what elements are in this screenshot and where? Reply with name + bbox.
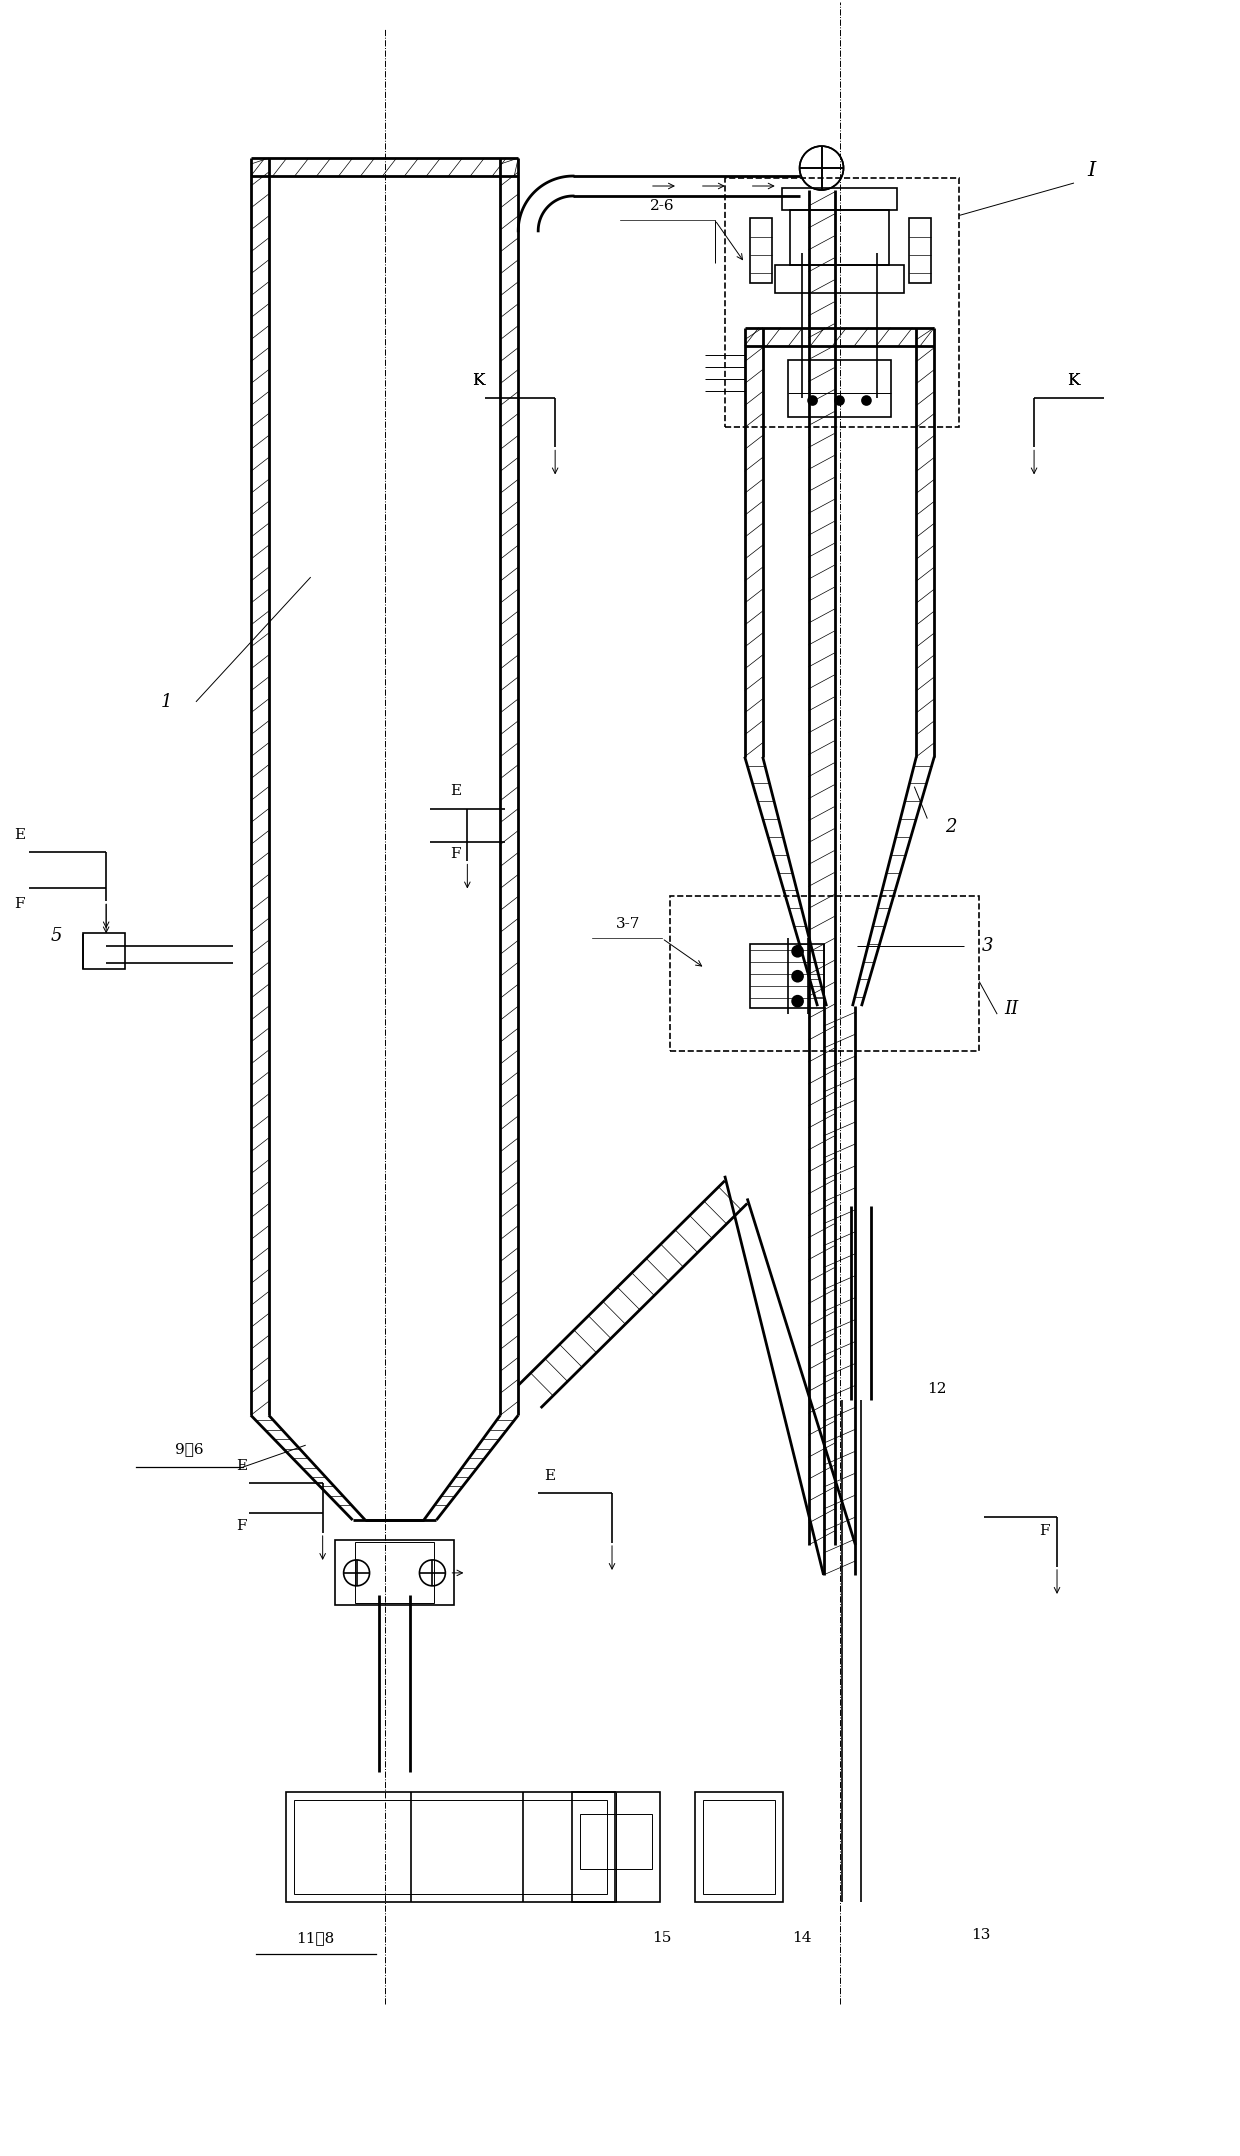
Circle shape <box>792 996 804 1007</box>
Bar <box>572 1792 660 1902</box>
Text: 15: 15 <box>652 1932 672 1945</box>
Circle shape <box>792 946 804 957</box>
Text: K: K <box>1066 371 1080 388</box>
Bar <box>335 1539 454 1604</box>
Text: F: F <box>1039 1524 1049 1537</box>
Text: K: K <box>472 371 485 388</box>
Text: 11、8: 11、8 <box>296 1932 335 1945</box>
Text: II: II <box>1004 1000 1018 1018</box>
Bar <box>285 1792 615 1902</box>
Bar <box>787 360 892 418</box>
Circle shape <box>792 970 804 981</box>
Text: E: E <box>236 1460 247 1473</box>
Text: 13: 13 <box>971 1927 991 1943</box>
Bar <box>355 1542 434 1602</box>
Bar <box>909 218 931 282</box>
Text: 3-7: 3-7 <box>616 916 640 931</box>
Bar <box>775 265 904 293</box>
Text: I: I <box>1086 162 1095 179</box>
Text: 12: 12 <box>928 1382 947 1397</box>
Text: E: E <box>544 1468 556 1483</box>
Text: 14: 14 <box>792 1932 811 1945</box>
Text: 2-6: 2-6 <box>650 198 675 213</box>
Text: 5: 5 <box>51 927 62 944</box>
Bar <box>750 944 823 1009</box>
Text: 9、6: 9、6 <box>175 1442 203 1455</box>
Bar <box>703 1800 775 1895</box>
Text: F: F <box>15 897 25 912</box>
Text: 2: 2 <box>946 817 957 837</box>
Bar <box>781 188 898 209</box>
Bar <box>294 1800 608 1895</box>
Bar <box>750 218 771 282</box>
Circle shape <box>835 397 844 405</box>
Text: E: E <box>15 828 26 841</box>
Bar <box>790 209 889 265</box>
Bar <box>724 179 960 427</box>
Text: K: K <box>1066 371 1080 388</box>
Text: E: E <box>450 783 461 798</box>
Text: 3: 3 <box>981 938 993 955</box>
Text: 1: 1 <box>160 692 172 711</box>
Text: K: K <box>472 371 485 388</box>
Bar <box>580 1815 652 1869</box>
Circle shape <box>808 397 817 405</box>
Text: F: F <box>236 1520 247 1533</box>
Text: F: F <box>450 847 460 862</box>
Bar <box>670 897 980 1052</box>
Bar <box>83 934 125 970</box>
Circle shape <box>862 397 870 405</box>
Bar <box>694 1792 782 1902</box>
